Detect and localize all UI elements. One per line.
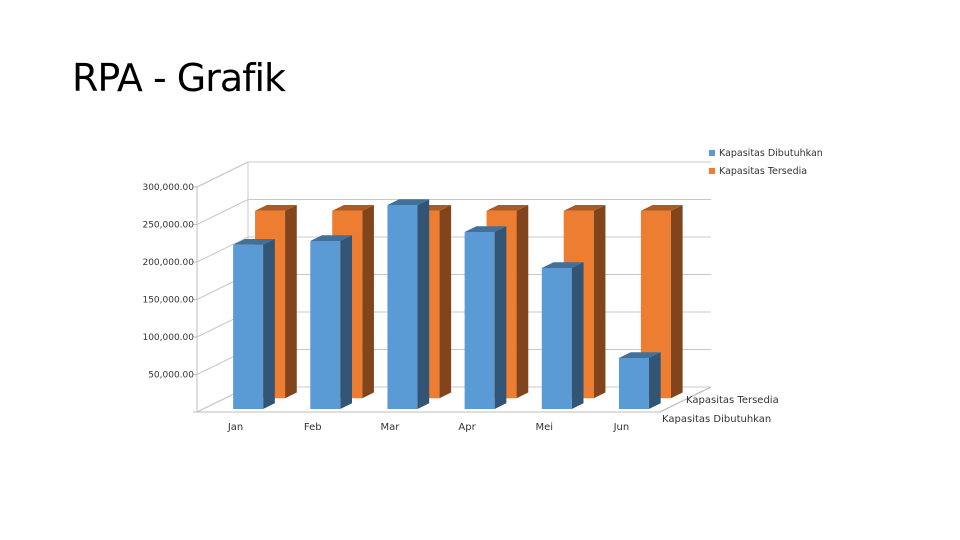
- bar-side: [670, 205, 683, 399]
- bar-side: [439, 205, 452, 399]
- bar-top: [310, 235, 353, 241]
- x-tick-label: Jun: [613, 422, 630, 433]
- y-tick-label: 100,000.00: [142, 333, 194, 343]
- bar-kapasitas-tersedia-jun: [640, 205, 683, 399]
- bar-top: [233, 239, 275, 245]
- bar-side: [417, 199, 430, 409]
- x-tick-label: Mar: [380, 422, 400, 433]
- depth-label-back: Kapasitas Tersedia: [686, 395, 779, 406]
- x-axis-tick-labels: Jan Feb Mar Apr Mei Jun: [227, 422, 629, 433]
- bar-front: [233, 244, 264, 409]
- bar-side: [340, 235, 353, 409]
- bar-front: [310, 241, 341, 409]
- bar-side: [362, 205, 374, 399]
- bar-side: [494, 226, 507, 409]
- x-tick-label: Feb: [304, 422, 322, 433]
- gridline: [196, 236, 711, 263]
- bar-kapasitas-dibutuhkan-jun: [618, 352, 661, 409]
- gridline: [196, 161, 711, 188]
- y-tick-label: 250,000.00: [142, 221, 194, 231]
- y-axis-tick-labels: 50,000.00 100,000.00 150,000.00 200,000.00 2…: [142, 183, 194, 381]
- gridline: [196, 199, 711, 225]
- bar-top: [464, 226, 507, 232]
- legend-label: Kapasitas Tersedia: [719, 166, 807, 177]
- slide-title: RPA - Grafik: [72, 56, 286, 100]
- bar-side: [571, 262, 584, 409]
- bar-front: [541, 268, 572, 409]
- bar-top: [618, 352, 661, 358]
- x-tick-label: Mei: [535, 422, 553, 433]
- bar-top: [387, 199, 430, 205]
- bar-side: [593, 205, 606, 399]
- bar-front: [640, 210, 671, 399]
- y-tick-label: 150,000.00: [142, 296, 194, 306]
- bar-front: [387, 205, 418, 409]
- series-front-bars: [233, 199, 661, 409]
- x-tick-label: Jan: [227, 422, 243, 433]
- bar-side: [285, 205, 297, 399]
- bar-front: [618, 358, 649, 409]
- bar-side: [263, 239, 275, 409]
- bar-top: [486, 205, 529, 211]
- bar-top: [541, 262, 584, 268]
- legend-swatch: [709, 168, 715, 174]
- bar-side: [648, 352, 661, 409]
- legend-label: Kapasitas Dibutuhkan: [719, 148, 823, 159]
- x-tick-label: Apr: [458, 422, 476, 433]
- bar-top: [332, 205, 374, 211]
- y-tick-label: 200,000.00: [142, 258, 194, 268]
- bar-top: [640, 205, 683, 211]
- legend-swatch: [709, 150, 715, 156]
- bar-side: [516, 205, 529, 399]
- bar-kapasitas-dibutuhkan-mar: [387, 199, 430, 409]
- bar-kapasitas-dibutuhkan-apr: [464, 226, 507, 409]
- y-tick-label: 300,000.00: [142, 183, 194, 193]
- bar-kapasitas-dibutuhkan-mei: [541, 262, 584, 409]
- bar-top: [255, 205, 297, 211]
- legend: Kapasitas Dibutuhkan Kapasitas Tersedia: [709, 148, 823, 177]
- bar-front: [464, 232, 495, 409]
- depth-label-front: Kapasitas Dibutuhkan: [662, 414, 771, 425]
- y-tick-label: 50,000.00: [148, 371, 194, 381]
- depth-axis-line: [659, 386, 712, 413]
- depth-axis-labels: Kapasitas Tersedia Kapasitas Dibutuhkan: [659, 386, 779, 425]
- bar-kapasitas-dibutuhkan-jan: [233, 239, 275, 409]
- bar-kapasitas-dibutuhkan-feb: [310, 235, 353, 409]
- bar-top: [563, 205, 606, 211]
